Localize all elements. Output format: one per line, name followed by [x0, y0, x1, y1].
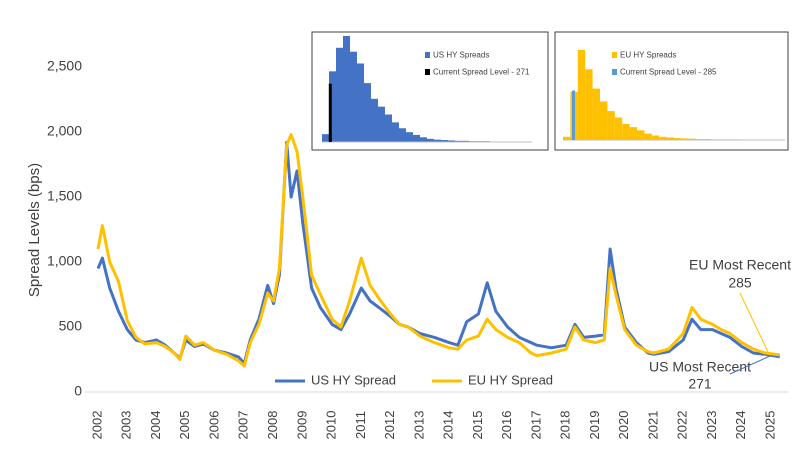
histogram-bar: [462, 140, 469, 142]
legend-label: US HY Spread: [311, 372, 396, 387]
histogram-bar: [674, 138, 682, 140]
histogram-bar: [644, 133, 652, 140]
legend-label: EU HY Spread: [468, 372, 553, 387]
y-tick-label: 1,500: [47, 188, 82, 204]
y-tick-label: 2,500: [47, 58, 82, 74]
legend-swatch: [425, 52, 430, 58]
histogram-bar: [577, 50, 586, 140]
histogram-bar: [600, 101, 608, 140]
x-tick-label: 2007: [236, 411, 251, 440]
x-tick-label: 2006: [206, 411, 221, 440]
x-tick-label: 2021: [645, 411, 660, 440]
y-tick-label: 500: [59, 318, 83, 334]
histogram-bar: [688, 138, 697, 140]
histogram-bar: [427, 138, 434, 142]
x-tick-label: 2014: [441, 411, 456, 440]
histogram-bar: [413, 134, 420, 142]
histogram-bar: [350, 51, 357, 142]
histogram-bar: [336, 47, 343, 142]
annotation-leader: [729, 355, 771, 375]
histogram-bar: [434, 139, 441, 142]
x-tick-label: 2018: [558, 411, 573, 440]
x-tick-label: 2009: [294, 411, 309, 440]
current-level-marker: [571, 90, 575, 140]
current-level-marker: [328, 83, 332, 142]
x-tick-label: 2016: [499, 411, 514, 440]
x-tick-label: 2017: [528, 411, 543, 440]
x-tick-label: 2013: [411, 411, 426, 440]
x-tick-label: 2005: [177, 411, 192, 440]
legend-swatch: [612, 52, 617, 58]
y-tick-label: 1,000: [47, 253, 82, 269]
x-tick-label: 2012: [382, 411, 397, 440]
legend-label: EU HY Spreads: [620, 51, 676, 60]
legend-swatch: [612, 69, 617, 75]
annotation-text: US Most Recent: [649, 359, 751, 375]
x-tick-label: 2024: [733, 411, 748, 440]
histogram-bar: [614, 117, 623, 140]
histogram-bar: [585, 69, 593, 140]
histogram-bar: [322, 134, 329, 142]
legend-swatch: [425, 69, 430, 75]
annotation-leader: [739, 292, 769, 353]
x-tick-label: 2019: [587, 411, 602, 440]
histogram-bar: [563, 136, 571, 140]
legend-label: US HY Spreads: [433, 51, 489, 60]
histogram-bar: [371, 98, 378, 142]
x-tick-label: 2002: [89, 411, 104, 440]
y-axis-label: Spread Levels (bps): [26, 163, 43, 297]
x-tick-label: 2008: [265, 411, 280, 440]
legend-label: Current Spread Level - 285: [620, 68, 717, 77]
histogram-bar: [378, 106, 385, 142]
histogram-bar: [392, 122, 399, 142]
annotation-value: 285: [728, 275, 752, 291]
x-tick-label: 2015: [470, 411, 485, 440]
x-tick-label: 2020: [616, 411, 631, 440]
series-line: [96, 140, 781, 365]
legend-label: Current Spread Level - 271: [433, 68, 530, 77]
histogram-bar: [659, 136, 667, 140]
x-tick-label: 2010: [324, 411, 339, 440]
histogram-bar: [420, 137, 427, 142]
x-tick-label: 2023: [704, 411, 719, 440]
series-line: [96, 133, 780, 368]
histogram-bar: [441, 140, 448, 142]
histogram-bar: [622, 123, 630, 140]
x-tick-label: 2004: [148, 411, 163, 440]
x-tick-label: 2025: [762, 411, 777, 440]
x-tick-label: 2011: [353, 411, 368, 439]
histogram-bar: [629, 127, 637, 140]
histogram-bar: [364, 83, 371, 142]
y-tick-label: 2,000: [47, 123, 82, 139]
histogram-bar: [637, 130, 645, 140]
histogram-bar: [329, 71, 336, 142]
histogram-bar: [681, 138, 689, 140]
histogram-bar: [399, 128, 406, 142]
histogram-bar: [357, 63, 364, 143]
annotation-text: EU Most Recent: [689, 257, 791, 273]
histogram-bar: [455, 140, 462, 142]
histogram-bar: [666, 137, 674, 140]
histogram-bar: [592, 88, 600, 140]
histogram-bar: [607, 111, 615, 140]
annotation-value: 271: [688, 376, 712, 392]
histogram-bar: [343, 36, 350, 142]
histogram-bar: [385, 114, 392, 142]
histogram-bar: [448, 140, 455, 142]
y-tick-label: 0: [74, 383, 82, 399]
histogram-bar: [406, 132, 413, 142]
x-tick-label: 2003: [119, 411, 134, 440]
histogram-bar: [651, 135, 660, 140]
x-tick-label: 2022: [675, 411, 690, 440]
